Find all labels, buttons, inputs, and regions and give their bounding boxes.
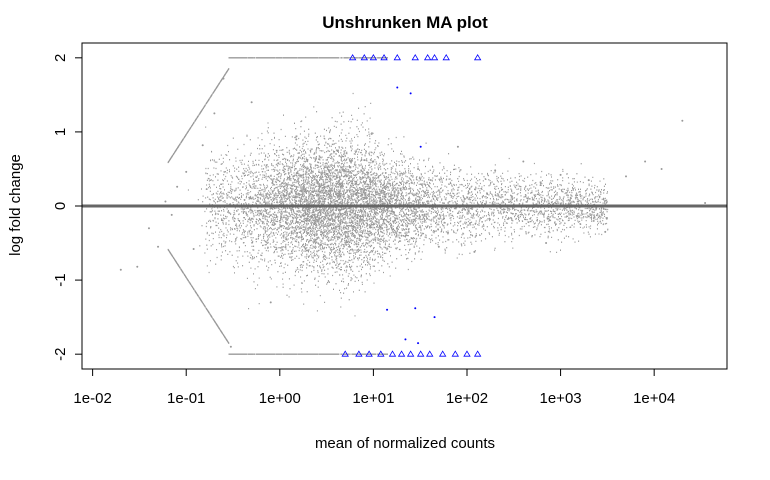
data-point-not_significant xyxy=(660,167,663,170)
data-point-significant xyxy=(416,350,425,357)
data-point-significant xyxy=(406,350,415,357)
x-tick-label: 1e+00 xyxy=(259,390,301,407)
data-point-significant xyxy=(473,350,482,357)
data-point-not_significant xyxy=(147,227,150,230)
data-point-not_significant xyxy=(250,101,253,104)
data-point-significant xyxy=(419,145,422,148)
data-point-not_significant xyxy=(306,249,309,252)
x-tick-label: 1e+01 xyxy=(352,390,394,407)
data-point-not_significant xyxy=(192,247,195,250)
data-point-significant xyxy=(348,54,357,61)
data-points xyxy=(119,54,707,357)
data-point-not_significant xyxy=(176,185,179,188)
data-point-not_significant xyxy=(587,179,590,182)
data-point-significant xyxy=(463,350,471,357)
chart-title: Unshrunken MA plot xyxy=(322,13,488,32)
data-point-significant xyxy=(369,54,378,61)
data-point-not_significant xyxy=(170,213,173,216)
x-tick-label: 1e+04 xyxy=(633,390,675,407)
data-point-significant xyxy=(388,350,397,357)
data-point-significant xyxy=(423,54,432,61)
data-point-significant xyxy=(341,350,349,357)
data-point-not_significant xyxy=(522,160,525,163)
data-point-significant xyxy=(417,342,420,345)
data-point-significant xyxy=(409,92,412,95)
data-point-significant xyxy=(386,308,389,311)
y-tick-label: 2 xyxy=(52,54,69,62)
axes: 1e-02 1e-01 1e+00 1e+01 1e+02 1e+03 1e+04 -2 -1 0… xyxy=(52,54,675,407)
data-point-not_significant xyxy=(185,170,188,173)
y-tick-label: -1 xyxy=(52,273,69,286)
data-point-significant xyxy=(380,54,388,61)
data-point-significant xyxy=(393,54,401,61)
x-tick-label: 1e+03 xyxy=(540,390,582,407)
data-point-not_significant xyxy=(323,171,326,174)
data-point-significant xyxy=(360,54,369,61)
data-point-not_significant xyxy=(372,223,375,226)
data-point-significant xyxy=(404,338,407,341)
data-point-significant xyxy=(433,316,436,319)
data-point-not_significant xyxy=(119,268,122,271)
data-point-not_significant xyxy=(213,112,216,115)
x-tick-label: 1e-01 xyxy=(167,390,205,407)
data-point-significant xyxy=(355,350,363,357)
data-point-significant xyxy=(473,54,482,61)
data-point-not_significant xyxy=(344,230,347,233)
x-tick-label: 1e+02 xyxy=(446,390,488,407)
point-cloud-texture xyxy=(167,57,609,355)
data-point-not_significant xyxy=(400,234,403,237)
data-point-significant xyxy=(430,54,439,61)
data-point-not_significant xyxy=(229,345,232,348)
data-point-significant xyxy=(396,86,399,89)
data-point-significant xyxy=(414,307,417,310)
data-point-significant xyxy=(438,350,447,357)
data-point-not_significant xyxy=(437,245,440,248)
data-point-significant xyxy=(397,350,406,357)
data-point-significant xyxy=(411,54,419,61)
data-point-not_significant xyxy=(624,175,627,178)
y-tick-label: -2 xyxy=(52,348,69,361)
data-point-not_significant xyxy=(456,145,459,148)
data-point-not_significant xyxy=(363,159,366,162)
point-cloud xyxy=(167,57,609,355)
y-axis-label: log fold change xyxy=(7,154,24,256)
data-point-significant xyxy=(377,350,385,357)
data-point-not_significant xyxy=(604,230,607,233)
y-tick-label: 0 xyxy=(52,202,69,210)
data-point-significant xyxy=(451,350,460,357)
data-point-not_significant xyxy=(473,250,476,253)
data-point-not_significant xyxy=(545,242,548,245)
data-point-not_significant xyxy=(681,119,684,122)
data-point-not_significant xyxy=(417,167,420,170)
data-point-not_significant xyxy=(157,245,160,248)
data-point-not_significant xyxy=(644,160,647,163)
data-point-not_significant xyxy=(164,200,167,203)
data-point-not_significant xyxy=(136,265,139,268)
data-point-not_significant xyxy=(559,173,562,176)
data-point-not_significant xyxy=(494,169,497,172)
data-point-not_significant xyxy=(704,202,707,205)
data-point-not_significant xyxy=(201,144,204,147)
x-tick-label: 1e-02 xyxy=(73,390,111,407)
data-point-not_significant xyxy=(388,182,391,185)
data-point-not_significant xyxy=(295,138,298,141)
data-point-not_significant xyxy=(222,77,225,80)
x-axis-label: mean of normalized counts xyxy=(315,435,495,452)
data-point-significant xyxy=(442,54,450,61)
data-point-significant xyxy=(365,350,373,357)
data-point-not_significant xyxy=(269,301,272,304)
data-point-significant xyxy=(426,350,434,357)
y-tick-label: 1 xyxy=(52,128,69,136)
